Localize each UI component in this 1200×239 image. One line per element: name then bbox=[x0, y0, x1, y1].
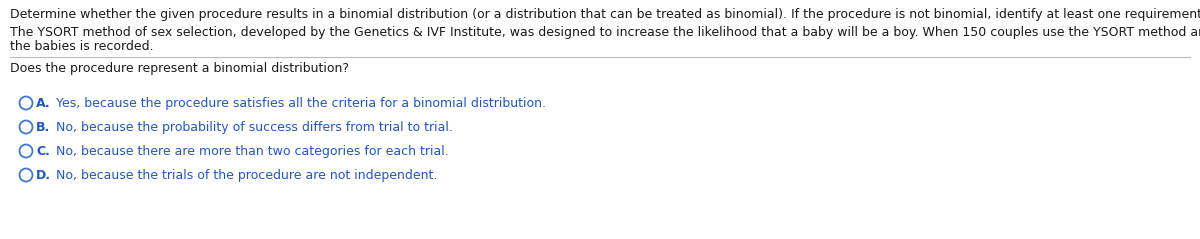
Text: Does the procedure represent a binomial distribution?: Does the procedure represent a binomial … bbox=[10, 62, 349, 75]
Text: the babies is recorded.: the babies is recorded. bbox=[10, 40, 154, 53]
Text: Yes, because the procedure satisfies all the criteria for a binomial distributio: Yes, because the procedure satisfies all… bbox=[56, 97, 546, 110]
Text: No, because the probability of success differs from trial to trial.: No, because the probability of success d… bbox=[56, 121, 452, 134]
Text: No, because there are more than two categories for each trial.: No, because there are more than two cate… bbox=[56, 145, 449, 158]
Text: The YSORT method of sex selection, developed by the Genetics & IVF Institute, wa: The YSORT method of sex selection, devel… bbox=[10, 26, 1200, 39]
Text: A.: A. bbox=[36, 97, 50, 110]
Text: C.: C. bbox=[36, 145, 50, 158]
Text: B.: B. bbox=[36, 121, 50, 134]
Text: No, because the trials of the procedure are not independent.: No, because the trials of the procedure … bbox=[56, 169, 437, 182]
Text: D.: D. bbox=[36, 169, 50, 182]
Text: Determine whether the given procedure results in a binomial distribution (or a d: Determine whether the given procedure re… bbox=[10, 8, 1200, 21]
